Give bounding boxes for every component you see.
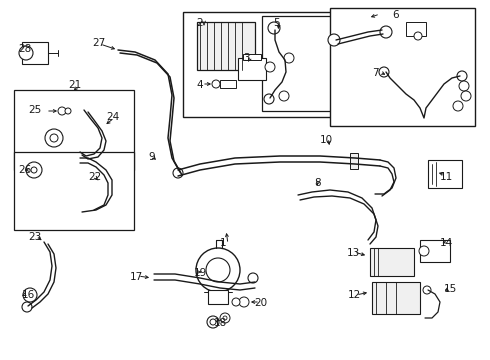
Bar [220, 80, 236, 88]
Circle shape [265, 62, 275, 72]
Bar [406, 22, 426, 36]
Circle shape [206, 258, 230, 282]
Bar [183, 12, 338, 117]
Bar [14, 152, 134, 230]
Circle shape [50, 134, 58, 142]
Circle shape [173, 168, 183, 178]
Circle shape [196, 248, 240, 292]
Circle shape [268, 22, 280, 34]
Text: 19: 19 [194, 268, 207, 278]
Text: 5: 5 [273, 18, 280, 28]
Text: 9: 9 [148, 152, 155, 162]
Text: 22: 22 [88, 172, 101, 182]
Circle shape [212, 80, 220, 88]
Circle shape [65, 108, 71, 114]
Text: 3: 3 [243, 53, 249, 63]
Bar [420, 240, 450, 262]
Circle shape [22, 302, 32, 312]
Text: 13: 13 [347, 248, 360, 258]
Text: 25: 25 [28, 105, 41, 115]
Text: 26: 26 [18, 165, 31, 175]
Circle shape [419, 246, 429, 256]
Text: 1: 1 [220, 238, 227, 248]
Text: 8: 8 [314, 178, 320, 188]
Circle shape [207, 316, 219, 328]
Text: 2: 2 [196, 18, 203, 28]
Circle shape [461, 91, 471, 101]
Bar [262, 16, 334, 111]
Text: 10: 10 [320, 135, 333, 145]
Circle shape [423, 286, 431, 294]
Bar [243, 54, 261, 60]
Bar [350, 153, 358, 169]
Text: 14: 14 [440, 238, 453, 248]
Bar [197, 22, 255, 70]
Bar [208, 290, 228, 304]
Bar [22, 42, 48, 64]
Circle shape [45, 129, 63, 147]
Circle shape [457, 71, 467, 81]
Text: 18: 18 [214, 318, 227, 328]
Circle shape [328, 34, 340, 46]
Bar [14, 90, 134, 170]
Text: 28: 28 [18, 44, 31, 54]
Circle shape [459, 81, 469, 91]
Circle shape [58, 107, 66, 115]
Circle shape [26, 162, 42, 178]
Bar [372, 282, 420, 314]
Bar [238, 58, 266, 80]
Circle shape [414, 32, 422, 40]
Text: 15: 15 [444, 284, 457, 294]
Text: 23: 23 [28, 232, 41, 242]
Circle shape [223, 316, 227, 320]
Text: 6: 6 [392, 10, 399, 20]
Text: 17: 17 [130, 272, 143, 282]
Bar [370, 248, 414, 276]
Circle shape [210, 319, 216, 325]
Text: 24: 24 [106, 112, 119, 122]
Circle shape [380, 26, 392, 38]
Text: 16: 16 [22, 290, 35, 300]
Circle shape [453, 101, 463, 111]
Text: 11: 11 [440, 172, 453, 182]
Circle shape [284, 53, 294, 63]
Circle shape [31, 167, 37, 173]
Circle shape [23, 288, 37, 302]
Bar [428, 160, 462, 188]
Circle shape [220, 313, 230, 323]
Bar [330, 8, 475, 126]
Text: 21: 21 [68, 80, 81, 90]
Circle shape [279, 91, 289, 101]
Circle shape [239, 297, 249, 307]
Circle shape [264, 94, 274, 104]
Circle shape [379, 67, 389, 77]
Circle shape [248, 273, 258, 283]
Text: 12: 12 [348, 290, 361, 300]
Text: 20: 20 [254, 298, 267, 308]
Text: 4: 4 [196, 80, 203, 90]
Circle shape [19, 46, 33, 60]
Text: 27: 27 [92, 38, 105, 48]
Text: 7: 7 [372, 68, 379, 78]
Circle shape [232, 298, 240, 306]
